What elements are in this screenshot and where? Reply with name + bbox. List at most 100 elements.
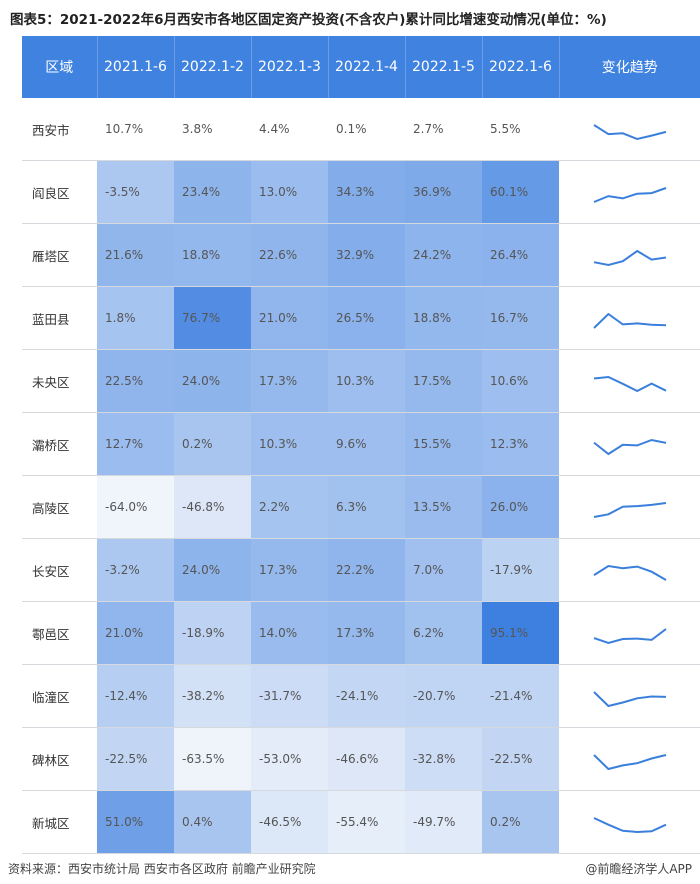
value-cell: 36.9% bbox=[405, 160, 482, 224]
value-cell: 4.4% bbox=[251, 98, 328, 161]
value-cell: 10.3% bbox=[328, 349, 405, 413]
value-cell: -21.4% bbox=[482, 664, 559, 728]
region-label: 鄠邑区 bbox=[22, 601, 97, 665]
sparkline-line bbox=[592, 438, 666, 456]
value-cell: 7.0% bbox=[405, 538, 482, 602]
header-row: 区域 2021.1-6 2022.1-2 2022.1-3 2022.1-4 2… bbox=[22, 36, 700, 98]
header-period: 2022.1-6 bbox=[482, 36, 560, 98]
trend-cell bbox=[559, 223, 700, 287]
value-cell: 60.1% bbox=[482, 160, 559, 224]
value-cell: 24.0% bbox=[174, 349, 251, 413]
value-cell: -32.8% bbox=[405, 727, 482, 791]
value-cell: 12.7% bbox=[97, 412, 174, 476]
sparkline-line bbox=[593, 502, 666, 518]
table-row: 临潼区 -12.4% -38.2% -31.7% -24.1% -20.7% -21.4% bbox=[22, 664, 700, 728]
trend-cell bbox=[559, 664, 700, 728]
value-cell: 10.7% bbox=[97, 98, 174, 161]
value-cell: -22.5% bbox=[482, 727, 559, 791]
value-cell: 17.3% bbox=[328, 601, 405, 665]
value-cell: 9.6% bbox=[328, 412, 405, 476]
value-cell: 32.9% bbox=[328, 223, 405, 287]
region-label: 未央区 bbox=[22, 349, 97, 413]
value-cell: 23.4% bbox=[174, 160, 251, 224]
sparkline-line bbox=[593, 628, 667, 645]
value-cell: 2.7% bbox=[405, 98, 482, 161]
value-cell: -49.7% bbox=[405, 790, 482, 854]
value-cell: 16.7% bbox=[482, 286, 559, 350]
value-cell: -3.2% bbox=[97, 538, 174, 602]
header-region: 区域 bbox=[22, 36, 98, 98]
value-cell: -64.0% bbox=[97, 475, 174, 539]
value-cell: 0.1% bbox=[328, 98, 405, 161]
table-row: 长安区 -3.2% 24.0% 17.3% 22.2% 7.0% -17.9% bbox=[22, 538, 700, 602]
table-row: 鄠邑区 21.0% -18.9% 14.0% 17.3% 6.2% 95.1% bbox=[22, 601, 700, 665]
value-cell: -18.9% bbox=[174, 601, 251, 665]
trend-sparkline bbox=[593, 817, 666, 834]
sparkline-line bbox=[592, 691, 666, 708]
value-cell: -20.7% bbox=[405, 664, 482, 728]
table-row: 蓝田县 1.8% 76.7% 21.0% 26.5% 18.8% 16.7% bbox=[22, 286, 700, 350]
table-row: 西安市 10.7% 3.8% 4.4% 0.1% 2.7% 5.5% bbox=[22, 98, 700, 161]
value-cell: 0.4% bbox=[174, 790, 251, 854]
table-row: 新城区 51.0% 0.4% -46.5% -55.4% -49.7% 0.2% bbox=[22, 790, 700, 854]
value-cell: 14.0% bbox=[251, 601, 328, 665]
value-cell: 17.5% bbox=[405, 349, 482, 413]
region-label: 临潼区 bbox=[22, 664, 97, 728]
value-cell: 13.5% bbox=[405, 475, 482, 539]
header-period: 2022.1-4 bbox=[328, 36, 406, 98]
sparkline-line bbox=[592, 124, 666, 141]
trend-cell bbox=[559, 160, 700, 224]
sparkline-line bbox=[593, 187, 666, 203]
value-cell: 24.2% bbox=[405, 223, 482, 287]
value-cell: 34.3% bbox=[328, 160, 405, 224]
sparkline-line bbox=[593, 817, 666, 834]
chart-title: 图表5：2021-2022年6月西安市各地区固定资产投资(不含农户)累计同比增速… bbox=[10, 12, 607, 28]
trend-cell bbox=[559, 349, 700, 413]
trend-cell bbox=[559, 790, 700, 854]
value-cell: -24.1% bbox=[328, 664, 405, 728]
trend-sparkline bbox=[593, 249, 666, 267]
header-period: 2021.1-6 bbox=[97, 36, 175, 98]
source-note: 资料来源：西安市统计局 西安市各区政府 前瞻产业研究院 bbox=[8, 862, 316, 876]
value-cell: 22.6% bbox=[251, 223, 328, 287]
sparkline-line bbox=[592, 754, 666, 771]
region-label: 蓝田县 bbox=[22, 286, 97, 350]
table-row: 高陵区 -64.0% -46.8% 2.2% 6.3% 13.5% 26.0% bbox=[22, 475, 700, 539]
value-cell: 22.2% bbox=[328, 538, 405, 602]
table-row: 未央区 22.5% 24.0% 17.3% 10.3% 17.5% 10.6% bbox=[22, 349, 700, 413]
trend-sparkline bbox=[592, 691, 666, 708]
trend-sparkline bbox=[593, 502, 666, 518]
value-cell: -53.0% bbox=[251, 727, 328, 791]
region-label: 碑林区 bbox=[22, 727, 97, 791]
region-label: 高陵区 bbox=[22, 475, 97, 539]
table-row: 阎良区 -3.5% 23.4% 13.0% 34.3% 36.9% 60.1% bbox=[22, 160, 700, 224]
trend-sparkline bbox=[592, 124, 666, 141]
table-body: 西安市 10.7% 3.8% 4.4% 0.1% 2.7% 5.5% 阎良区 -3.5% 23.4… bbox=[22, 98, 700, 854]
trend-cell bbox=[559, 98, 700, 161]
value-cell: 1.8% bbox=[97, 286, 174, 350]
trend-cell bbox=[559, 601, 700, 665]
header-period: 2022.1-3 bbox=[251, 36, 329, 98]
value-cell: 26.0% bbox=[482, 475, 559, 539]
value-cell: 17.3% bbox=[251, 349, 328, 413]
value-cell: 6.2% bbox=[405, 601, 482, 665]
value-cell: -22.5% bbox=[97, 727, 174, 791]
value-cell: 18.8% bbox=[174, 223, 251, 287]
trend-cell bbox=[559, 286, 700, 350]
value-cell: -46.5% bbox=[251, 790, 328, 854]
region-label: 雁塔区 bbox=[22, 223, 97, 287]
header-period: 2022.1-2 bbox=[174, 36, 252, 98]
table-row: 碑林区 -22.5% -63.5% -53.0% -46.6% -32.8% -22.5% bbox=[22, 727, 700, 791]
value-cell: 5.5% bbox=[482, 98, 559, 161]
value-cell: -3.5% bbox=[97, 160, 174, 224]
header-trend: 变化趋势 bbox=[559, 36, 700, 98]
sparkline-line bbox=[593, 375, 666, 393]
trend-sparkline bbox=[593, 375, 666, 393]
value-cell: 3.8% bbox=[174, 98, 251, 161]
table-row: 灞桥区 12.7% 0.2% 10.3% 9.6% 15.5% 12.3% bbox=[22, 412, 700, 476]
table-row: 雁塔区 21.6% 18.8% 22.6% 32.9% 24.2% 26.4% bbox=[22, 223, 700, 287]
value-cell: 15.5% bbox=[405, 412, 482, 476]
value-cell: 17.3% bbox=[251, 538, 328, 602]
region-label: 新城区 bbox=[22, 790, 97, 854]
value-cell: 21.6% bbox=[97, 223, 174, 287]
